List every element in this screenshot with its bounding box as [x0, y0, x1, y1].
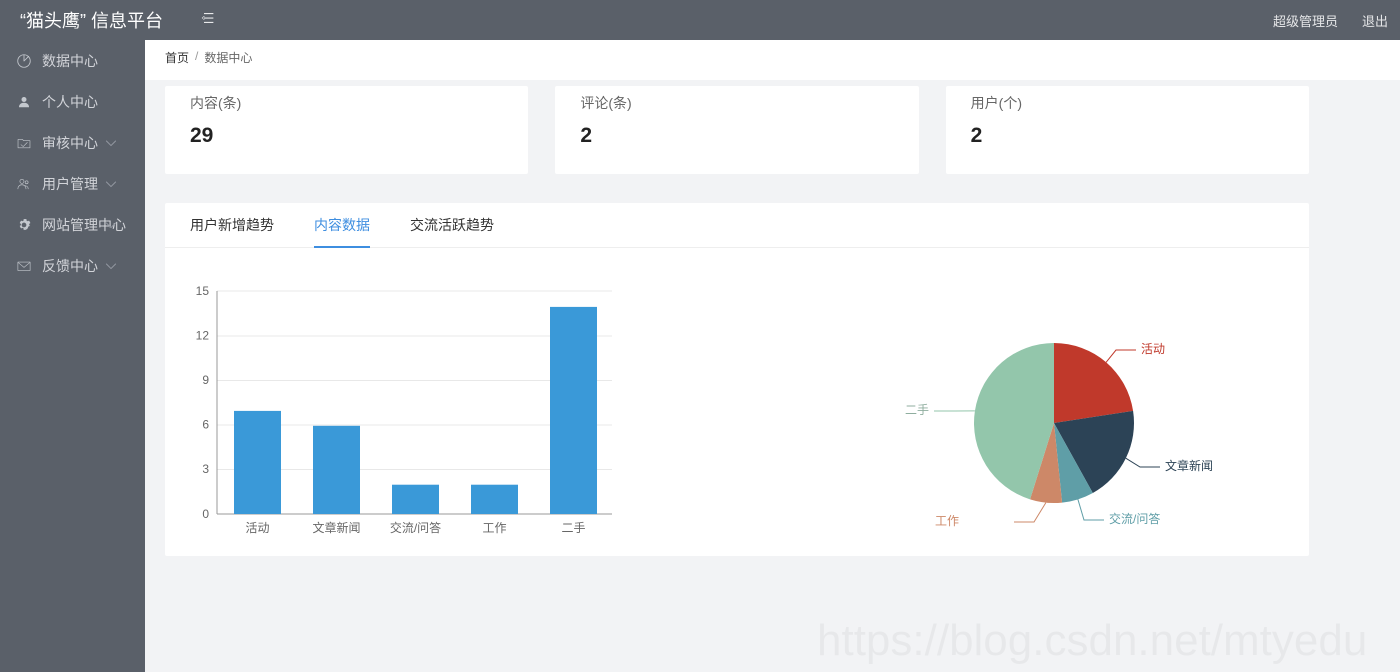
svg-text:交流/问答: 交流/问答	[390, 520, 441, 535]
svg-text:文章新闻: 文章新闻	[1165, 458, 1213, 473]
svg-text:12: 12	[196, 329, 210, 343]
svg-text:活动: 活动	[1141, 342, 1165, 356]
svg-text:二手: 二手	[561, 521, 585, 535]
svg-text:15: 15	[196, 284, 210, 298]
svg-text:3: 3	[202, 462, 209, 476]
svg-text:6: 6	[202, 418, 209, 432]
svg-text:活动: 活动	[245, 521, 269, 535]
svg-text:0: 0	[202, 507, 209, 521]
svg-text:二手: 二手	[905, 403, 929, 417]
svg-text:文章新闻: 文章新闻	[312, 520, 360, 535]
svg-text:工作: 工作	[482, 521, 506, 535]
svg-text:交流/问答: 交流/问答	[1109, 511, 1160, 526]
svg-text:9: 9	[202, 373, 209, 387]
svg-text:工作: 工作	[935, 514, 959, 528]
